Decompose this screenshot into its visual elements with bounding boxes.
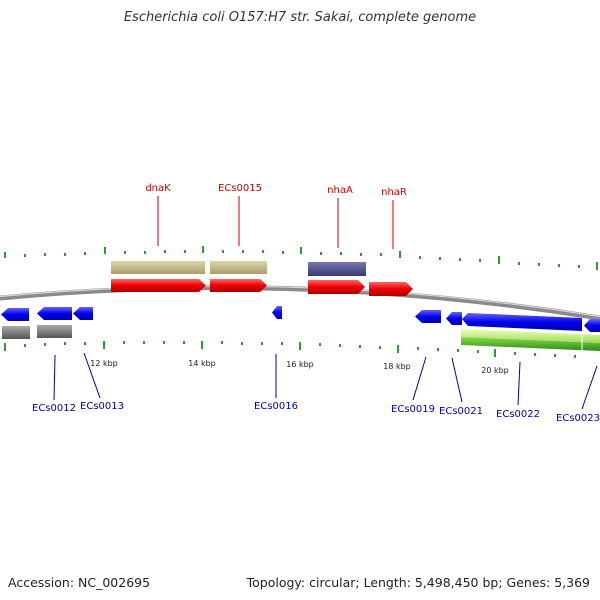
gene-label-ecs0012[interactable]: ECs0012: [32, 403, 76, 414]
gene-label-ecs0015[interactable]: ECs0015: [218, 183, 262, 194]
gene-arrow-ecs0012[interactable]: [37, 307, 72, 320]
genome-summary: Topology: circular; Length: 5,498,450 bp…: [246, 575, 590, 590]
gene-arrow-ecs0023[interactable]: [584, 319, 600, 332]
tick-labels: 12 kbp 14 kbp 16 kbp 18 kbp 20 kbp: [90, 359, 509, 375]
gene-arrow-ecs0022[interactable]: [462, 313, 582, 331]
reverse-gene-labels: ECs0012 ECs0013 ECs0016 ECs0019 ECs0021 …: [32, 352, 600, 424]
tick-label-12kbp: 12 kbp: [90, 359, 118, 368]
light-green-track[interactable]: [461, 329, 600, 343]
gene-arrow-nhar[interactable]: [369, 282, 413, 296]
cds-track-dnak[interactable]: [111, 261, 205, 274]
tick-label-18kbp: 18 kbp: [383, 362, 411, 371]
gene-arrow-ecs0016[interactable]: [272, 306, 282, 319]
map-title: Escherichia coli O157:H7 str. Sakai, com…: [123, 10, 477, 25]
gray-track-2[interactable]: [37, 325, 72, 338]
tick-label-16kbp: 16 kbp: [286, 360, 314, 369]
gene-arrow-dnak[interactable]: [111, 279, 206, 292]
gene-arrow-ecs0013[interactable]: [73, 307, 93, 320]
accession-label: Accession: NC_002695: [8, 575, 151, 590]
gene-arrow-ecs0011[interactable]: [1, 308, 29, 321]
tick-label-14kbp: 14 kbp: [188, 359, 216, 368]
gene-arrow-ecs0019[interactable]: [415, 310, 441, 323]
green-track[interactable]: [461, 337, 600, 351]
lower-tick-row: [4, 341, 576, 358]
upper-tick-row: [4, 246, 598, 270]
gene-label-dnak[interactable]: dnaK: [145, 183, 171, 194]
gene-label-ecs0013[interactable]: ECs0013: [80, 401, 124, 412]
cds-track-ecs0015[interactable]: [210, 261, 267, 274]
gene-label-ecs0016[interactable]: ECs0016: [254, 401, 298, 412]
gene-arrow-nhaa[interactable]: [308, 280, 365, 294]
gene-label-ecs0022[interactable]: ECs0022: [496, 409, 540, 420]
cds-track-nhaa[interactable]: [308, 262, 366, 276]
genome-backbone-highlight: [0, 285, 600, 318]
gene-arrow-ecs0021[interactable]: [446, 312, 462, 325]
gene-label-nhaa[interactable]: nhaA: [327, 185, 353, 196]
tick-label-20kbp: 20 kbp: [481, 366, 509, 375]
genome-backbone: [0, 285, 600, 321]
gene-label-ecs0019[interactable]: ECs0019: [391, 404, 435, 415]
gray-track-1[interactable]: [2, 326, 30, 339]
forward-gene-labels: dnaK ECs0015 nhaA nhaR: [145, 183, 407, 249]
gene-label-ecs0021[interactable]: ECs0021: [439, 406, 483, 417]
gene-label-nhar[interactable]: nhaR: [381, 187, 407, 198]
gene-arrow-ecs0015[interactable]: [210, 279, 267, 292]
gene-label-ecs0023[interactable]: ECs0023: [556, 413, 600, 424]
